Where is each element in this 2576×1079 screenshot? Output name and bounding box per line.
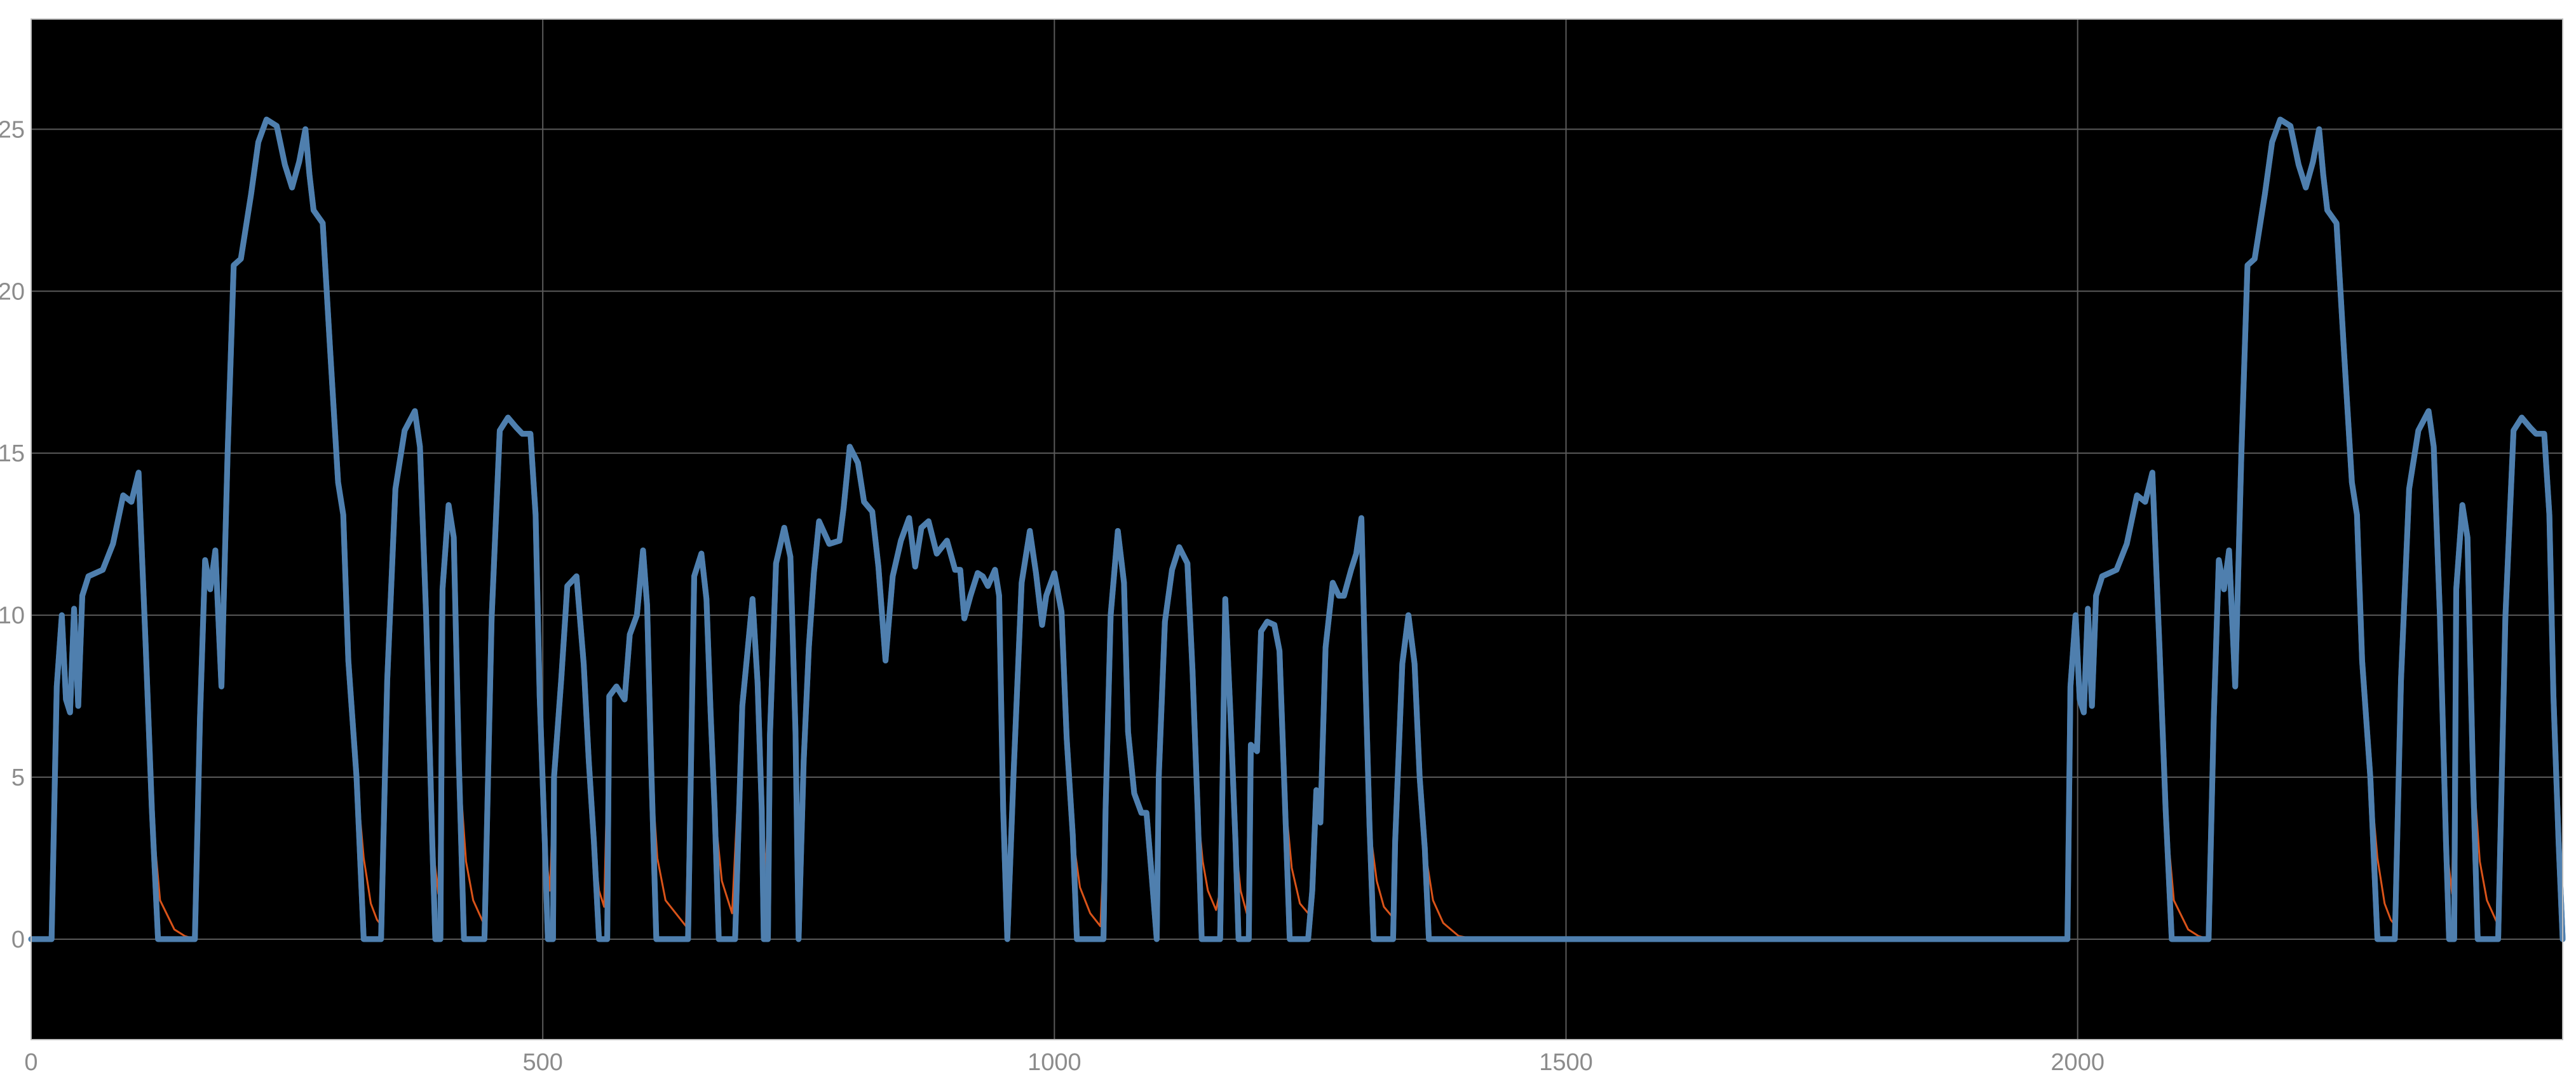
x-tick-label-2: 1000 — [1027, 1049, 1081, 1076]
x-tick-label-0: 0 — [24, 1049, 37, 1076]
axes-frame — [31, 18, 2563, 1040]
x-tick-label-4: 2000 — [2051, 1049, 2105, 1076]
tick-labels: 0 500 1000 1500 2000 0 5 10 15 20 25 — [0, 116, 2105, 1076]
y-tick-label-2: 10 — [0, 602, 25, 629]
x-tick-label-3: 1500 — [1539, 1049, 1593, 1076]
y-tick-label-0: 0 — [11, 926, 25, 953]
y-tick-label-3: 15 — [0, 440, 25, 467]
y-tick-label-5: 25 — [0, 116, 25, 143]
y-tick-label-1: 5 — [11, 764, 25, 791]
y-tick-label-4: 20 — [0, 278, 25, 305]
x-tick-label-1: 500 — [522, 1049, 562, 1076]
series-lines — [28, 116, 2566, 942]
grid-lines — [31, 19, 2563, 1040]
series-line-3 — [28, 116, 2566, 942]
